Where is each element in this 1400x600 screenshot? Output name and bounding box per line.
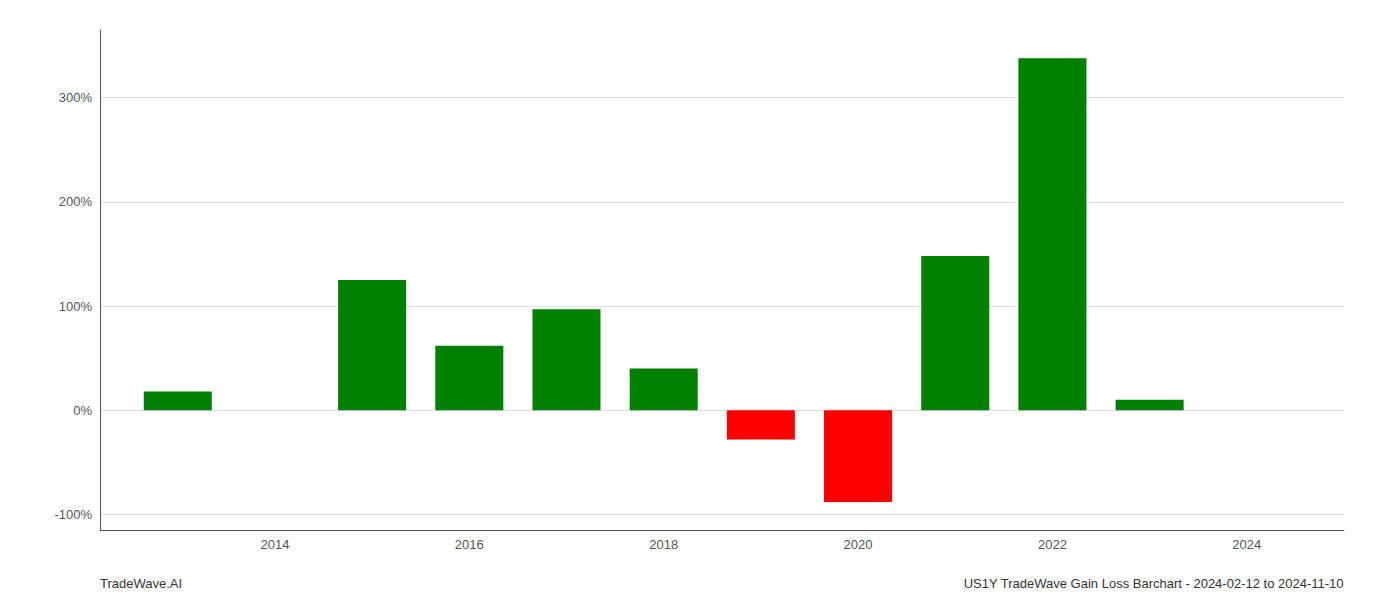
svg-text:2018: 2018 <box>649 537 678 552</box>
svg-text:TradeWave.AI: TradeWave.AI <box>100 576 182 591</box>
svg-text:2020: 2020 <box>844 537 873 552</box>
svg-text:-100%: -100% <box>54 507 92 522</box>
svg-text:2024: 2024 <box>1232 537 1261 552</box>
svg-text:300%: 300% <box>59 90 93 105</box>
svg-text:200%: 200% <box>59 194 93 209</box>
svg-text:2022: 2022 <box>1038 537 1067 552</box>
svg-text:100%: 100% <box>59 299 93 314</box>
svg-text:US1Y TradeWave Gain Loss Barch: US1Y TradeWave Gain Loss Barchart - 2024… <box>964 576 1344 591</box>
svg-text:2016: 2016 <box>455 537 484 552</box>
svg-text:2014: 2014 <box>260 537 289 552</box>
svg-text:0%: 0% <box>73 403 92 418</box>
